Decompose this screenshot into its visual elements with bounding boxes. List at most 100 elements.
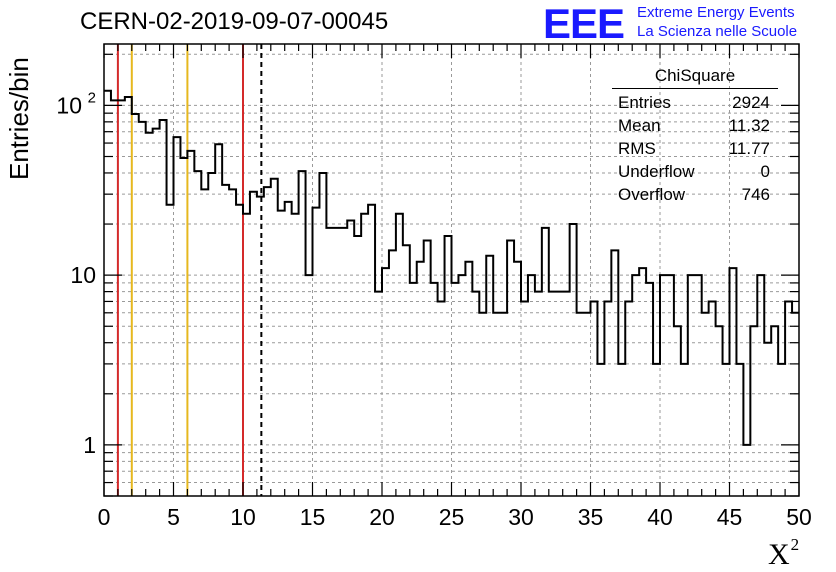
histogram-bin bbox=[403, 245, 410, 496]
histogram-bin bbox=[153, 129, 160, 496]
histogram-outline bbox=[104, 89, 799, 446]
histogram-bin bbox=[736, 364, 743, 496]
x-tick-label: 0 bbox=[98, 504, 111, 530]
y-tick-label: 10 bbox=[70, 262, 96, 288]
histogram-bin bbox=[486, 256, 493, 496]
histogram-bin bbox=[167, 205, 174, 496]
histogram-bin bbox=[618, 364, 625, 496]
x-tick-label: 50 bbox=[786, 504, 812, 530]
histogram-bin bbox=[215, 144, 222, 496]
histogram-bin bbox=[146, 133, 153, 496]
histogram-bin bbox=[243, 214, 250, 496]
histogram-bin bbox=[723, 364, 730, 496]
histogram-bin bbox=[535, 292, 542, 496]
x-tick-label: 20 bbox=[369, 504, 395, 530]
histogram-bin bbox=[118, 100, 125, 496]
histogram-bin bbox=[639, 268, 646, 496]
histogram-bin bbox=[257, 197, 264, 496]
histogram-bin bbox=[174, 137, 181, 496]
chart-title: CERN-02-2019-09-07-00045 bbox=[80, 8, 389, 35]
histogram-bin bbox=[278, 211, 285, 496]
histogram-bin bbox=[285, 202, 292, 496]
histogram-bin bbox=[229, 189, 236, 496]
histogram-bin bbox=[625, 301, 632, 496]
histogram-bin bbox=[472, 292, 479, 496]
histogram-bin bbox=[674, 326, 681, 496]
y-axis-label: Entries/bin bbox=[4, 57, 34, 180]
histogram-bin bbox=[104, 91, 111, 496]
histogram-bin bbox=[382, 268, 389, 496]
histogram-bin bbox=[730, 268, 737, 496]
histogram-bin bbox=[764, 343, 771, 496]
stats-value: 11.32 bbox=[728, 116, 770, 135]
histogram-bin bbox=[250, 192, 257, 496]
histogram-bin bbox=[111, 100, 118, 496]
x-tick-label: 35 bbox=[578, 504, 604, 530]
x-axis-label: X2 bbox=[768, 535, 799, 572]
logo-line-2: La Scienza nelle Scuole bbox=[637, 23, 798, 40]
histogram-bin bbox=[319, 173, 326, 496]
histogram-bin bbox=[306, 275, 313, 496]
stats-value: 11.77 bbox=[728, 139, 770, 158]
stats-row: Entries 2924 bbox=[612, 91, 778, 114]
y-tick-label: 1 bbox=[83, 432, 96, 458]
stats-label: RMS bbox=[618, 139, 656, 158]
stats-label: Overflow bbox=[618, 185, 686, 204]
histogram-bin bbox=[424, 241, 431, 496]
histogram-bin bbox=[299, 171, 306, 496]
histogram-bin bbox=[667, 275, 674, 496]
histogram-bin bbox=[681, 364, 688, 496]
stats-title: ChiSquare bbox=[612, 66, 778, 89]
histogram-bin bbox=[340, 228, 347, 496]
histogram-bin bbox=[528, 275, 535, 496]
histogram-bin bbox=[521, 301, 528, 496]
histogram-bin bbox=[500, 313, 507, 496]
histogram-bin bbox=[750, 326, 757, 496]
histogram-bin bbox=[187, 151, 194, 496]
histogram-bin bbox=[584, 313, 591, 496]
histogram-bin bbox=[771, 326, 778, 496]
histogram-bin bbox=[570, 224, 577, 496]
stats-value: 0 bbox=[760, 162, 770, 181]
histogram-bin bbox=[493, 313, 500, 496]
histogram-bin bbox=[271, 179, 278, 496]
axis-ticks bbox=[103, 44, 800, 497]
histogram-bin bbox=[653, 364, 660, 496]
y-tick-label-exponent: 2 bbox=[88, 89, 96, 106]
histogram-bin bbox=[695, 275, 702, 496]
eee-logo: EEE bbox=[543, 0, 625, 47]
histogram-bin bbox=[556, 292, 563, 496]
stats-label: Underflow bbox=[618, 162, 695, 181]
histogram-bin bbox=[236, 205, 243, 496]
histogram-bin bbox=[507, 241, 514, 496]
histogram-bin bbox=[757, 275, 764, 496]
x-tick-label: 5 bbox=[167, 504, 180, 530]
stats-row: Mean 11.32 bbox=[612, 114, 778, 137]
histogram-bin bbox=[743, 445, 750, 496]
histogram-bin bbox=[368, 205, 375, 496]
histogram-bin bbox=[445, 236, 452, 496]
histogram-bin bbox=[431, 283, 438, 496]
histogram-bin bbox=[201, 189, 208, 496]
stats-row: RMS 11.77 bbox=[612, 137, 778, 160]
histogram-bin bbox=[702, 313, 709, 496]
histogram-bin bbox=[542, 228, 549, 496]
histogram-bin bbox=[438, 301, 445, 496]
logo-line-1: Extreme Energy Events bbox=[637, 4, 795, 21]
x-tick-label: 10 bbox=[230, 504, 256, 530]
histogram-bin bbox=[313, 208, 320, 496]
histogram-bin bbox=[222, 185, 229, 496]
histogram-bin bbox=[264, 187, 271, 496]
x-tick-label: 45 bbox=[717, 504, 743, 530]
histogram-bin bbox=[785, 301, 792, 496]
histogram-bin bbox=[452, 283, 459, 496]
histogram-bin bbox=[396, 214, 403, 496]
stats-value: 746 bbox=[741, 185, 770, 204]
histogram-bin bbox=[646, 283, 653, 496]
reference-lines bbox=[116, 44, 263, 496]
x-tick-label: 40 bbox=[647, 504, 673, 530]
histogram-bin bbox=[688, 275, 695, 496]
x-tick-label: 30 bbox=[508, 504, 534, 530]
stats-label: Mean bbox=[618, 116, 661, 135]
